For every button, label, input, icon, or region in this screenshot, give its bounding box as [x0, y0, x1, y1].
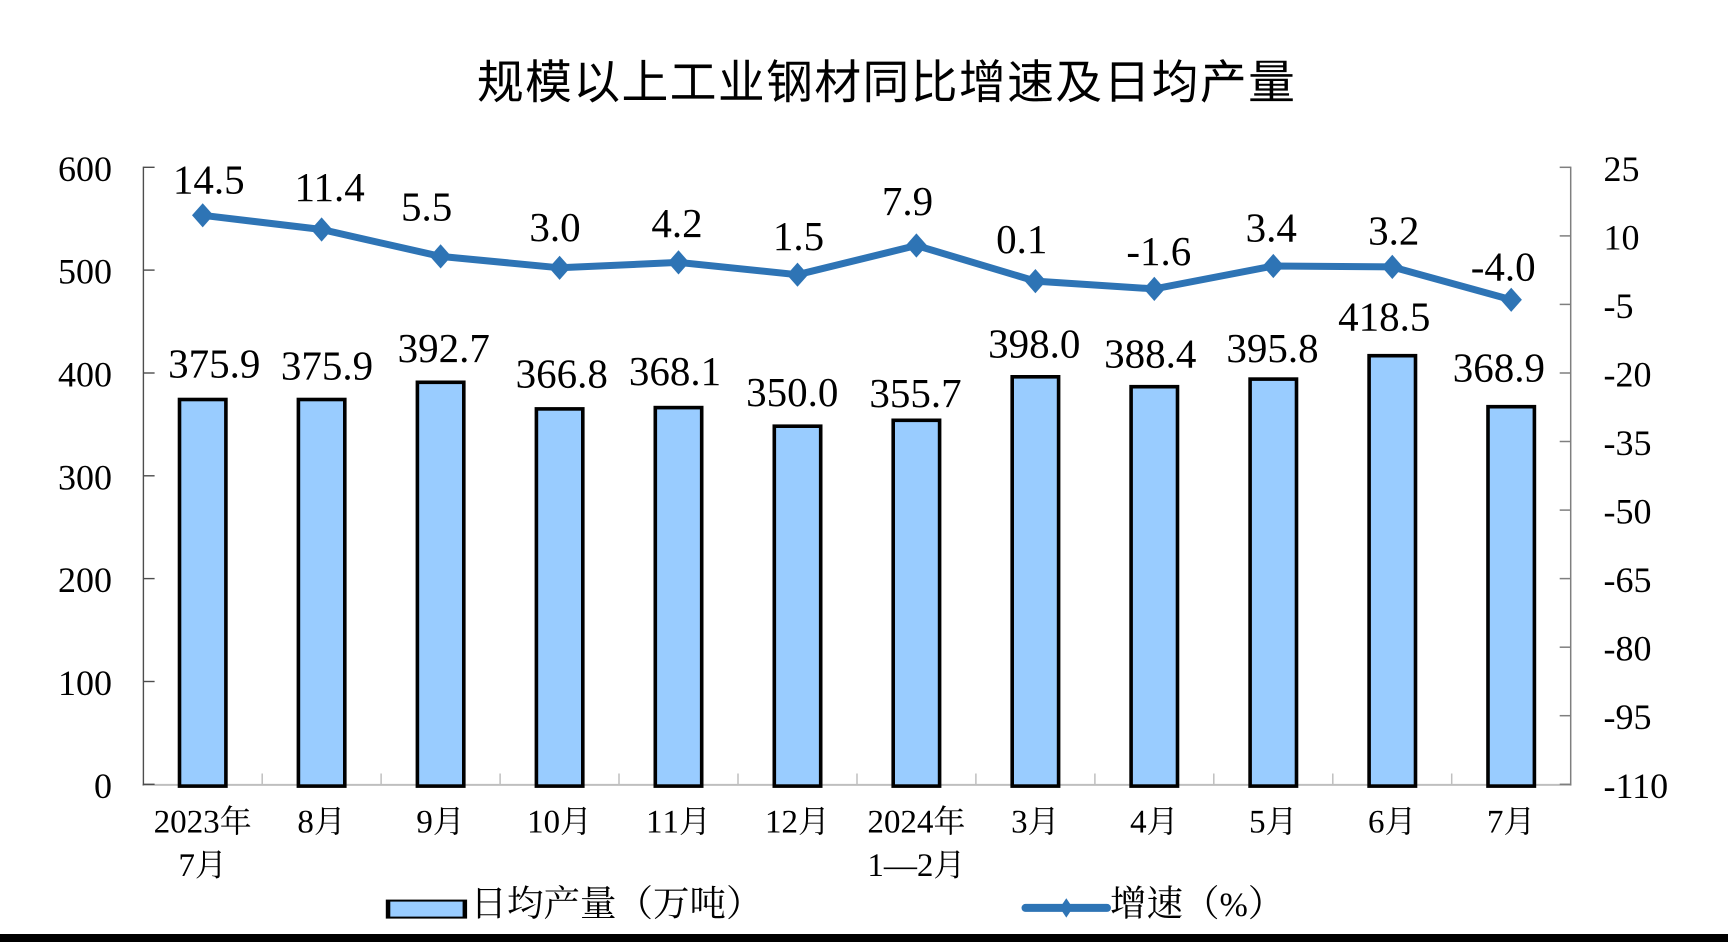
svg-text:418.5: 418.5	[1338, 294, 1430, 340]
svg-text:366.8: 366.8	[516, 350, 608, 396]
svg-text:-35: -35	[1604, 423, 1652, 463]
svg-text:10: 10	[1604, 217, 1640, 257]
svg-text:200: 200	[58, 560, 112, 600]
svg-text:392.7: 392.7	[398, 325, 490, 371]
svg-text:-65: -65	[1604, 560, 1652, 600]
svg-text:368.9: 368.9	[1453, 345, 1545, 391]
svg-text:-4.0: -4.0	[1471, 244, 1536, 290]
svg-text:5.5: 5.5	[401, 183, 452, 229]
svg-text:-50: -50	[1604, 492, 1652, 532]
svg-text:-95: -95	[1604, 697, 1652, 737]
svg-text:25: 25	[1604, 149, 1640, 189]
svg-text:375.9: 375.9	[168, 340, 260, 386]
svg-text:1.5: 1.5	[773, 213, 824, 259]
svg-text:0: 0	[94, 766, 112, 806]
svg-text:-110: -110	[1604, 766, 1669, 806]
svg-text:375.9: 375.9	[281, 343, 373, 389]
svg-text:4.2: 4.2	[651, 200, 702, 246]
svg-text:7.9: 7.9	[882, 178, 933, 224]
svg-text:350.0: 350.0	[746, 369, 838, 415]
svg-text:3.2: 3.2	[1368, 208, 1419, 254]
svg-text:3.0: 3.0	[529, 204, 580, 250]
svg-text:400: 400	[58, 355, 112, 395]
svg-text:368.1: 368.1	[629, 348, 721, 394]
svg-text:11.4: 11.4	[294, 164, 364, 210]
svg-text:500: 500	[58, 252, 112, 292]
svg-text:395.8: 395.8	[1226, 325, 1318, 371]
svg-text:14.5: 14.5	[173, 157, 245, 203]
svg-text:600: 600	[58, 149, 112, 189]
svg-text:100: 100	[58, 663, 112, 703]
svg-text:3.4: 3.4	[1246, 205, 1297, 251]
svg-text:398.0: 398.0	[988, 320, 1080, 366]
svg-text:0.1: 0.1	[996, 216, 1047, 262]
svg-text:355.7: 355.7	[869, 370, 961, 416]
svg-text:300: 300	[58, 457, 112, 497]
svg-text:-80: -80	[1604, 629, 1652, 669]
svg-text:-20: -20	[1604, 355, 1652, 395]
svg-text:-5: -5	[1604, 286, 1634, 326]
svg-text:-1.6: -1.6	[1126, 228, 1191, 274]
svg-text:388.4: 388.4	[1104, 330, 1196, 376]
